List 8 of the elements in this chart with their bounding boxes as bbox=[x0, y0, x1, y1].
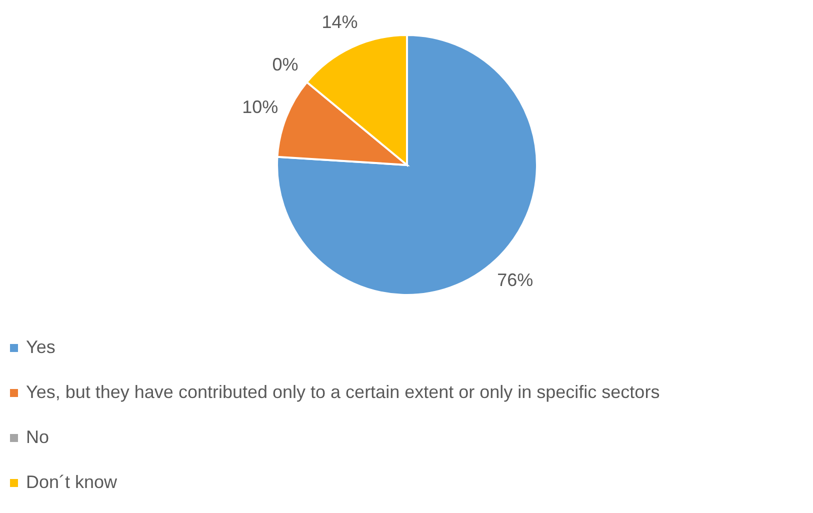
legend-label: Yes, but they have contributed only to a certain extent or only in specific sectors bbox=[26, 382, 660, 403]
legend-label: No bbox=[26, 427, 50, 448]
data-label: 76% bbox=[497, 270, 534, 290]
legend-label: Yes bbox=[26, 337, 56, 358]
legend-label: Don´t know bbox=[26, 472, 118, 493]
data-label: 10% bbox=[242, 96, 278, 117]
data-label: 14% bbox=[322, 12, 358, 32]
text: 0% bbox=[272, 54, 298, 74]
